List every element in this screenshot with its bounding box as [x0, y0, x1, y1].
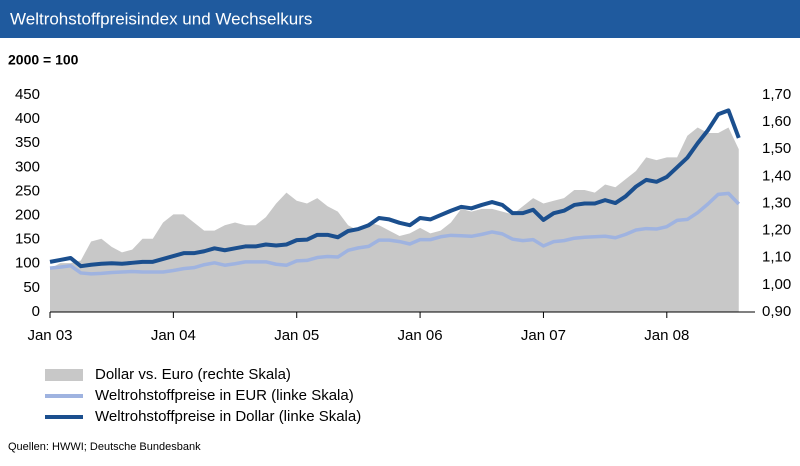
y2-tick-label: 1,20 — [762, 222, 791, 239]
y-tick-label: 200 — [15, 207, 40, 224]
y-tick-label: 100 — [15, 255, 40, 272]
y2-tick-label: 1,10 — [762, 249, 791, 266]
y-tick-label: 400 — [15, 110, 40, 127]
legend-label: Weltrohstoffpreise in Dollar (linke Skal… — [95, 408, 361, 425]
y2-tick-label: 1,50 — [762, 140, 791, 157]
y-tick-label: 150 — [15, 231, 40, 248]
y-tick-label: 350 — [15, 134, 40, 151]
y-tick-label: 300 — [15, 158, 40, 175]
y-tick-label: 450 — [15, 86, 40, 103]
y-tick-label: 250 — [15, 182, 40, 199]
y2-tick-label: 1,70 — [762, 86, 791, 103]
x-tick-label: Jan 07 — [521, 327, 566, 344]
x-tick-label: Jan 08 — [644, 327, 689, 344]
y2-tick-label: 1,00 — [762, 276, 791, 293]
y2-tick-label: 1,40 — [762, 167, 791, 184]
legend-label: Dollar vs. Euro (rechte Skala) — [95, 366, 291, 383]
x-tick-label: Jan 04 — [151, 327, 196, 344]
x-tick-label: Jan 06 — [398, 327, 443, 344]
y-tick-label: 50 — [23, 279, 40, 296]
legend-swatch — [45, 369, 83, 381]
line — [49, 191, 741, 276]
chart-title: Weltrohstoffpreisindex und Wechselkurs — [10, 9, 312, 28]
line — [49, 108, 741, 269]
y-tick-label: 0 — [32, 303, 40, 320]
y2-tick-label: 1,60 — [762, 113, 791, 130]
x-tick-label: Jan 03 — [27, 327, 72, 344]
subtitle: 2000 = 100 — [8, 52, 79, 68]
y2-tick-label: 0,90 — [762, 303, 791, 320]
title-bar — [0, 0, 800, 38]
source: Quellen: HWWI; Deutsche Bundesbank — [8, 441, 201, 453]
x-tick-label: Jan 05 — [274, 327, 319, 344]
legend-label: Weltrohstoffpreise in EUR (linke Skala) — [95, 387, 354, 404]
y2-tick-label: 1,30 — [762, 194, 791, 211]
